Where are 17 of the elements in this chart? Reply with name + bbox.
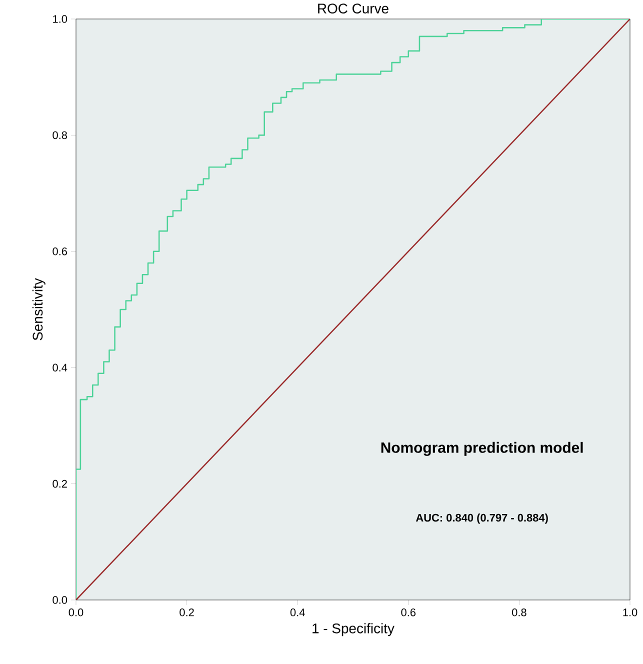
- chart-title: ROC Curve: [318, 4, 388, 14]
- y-axis-title: Sensitivity: [32, 278, 46, 340]
- x-tick-label: 1.0: [623, 608, 638, 616]
- x-tick-label: 0.8: [512, 608, 526, 616]
- y-tick-label: 1.0: [53, 15, 68, 23]
- x-tick-label: 0.2: [180, 608, 194, 616]
- y-tick-label: 0.2: [52, 480, 67, 488]
- x-tick-label: 0.6: [401, 608, 416, 616]
- y-tick-label: 0.0: [52, 596, 68, 604]
- x-tick-label: 0.0: [68, 608, 84, 616]
- y-tick-label: 0.6: [52, 248, 67, 256]
- annotation: Nomogram prediction model: [381, 442, 583, 456]
- annotation: AUC: 0.840 (0.797 - 0.884): [416, 514, 548, 524]
- y-tick-label: 0.8: [52, 131, 67, 140]
- x-tick-label: 0.4: [290, 608, 305, 616]
- y-tick-label: 0.4: [52, 364, 68, 372]
- x-axis-title: 1 - Specificity: [312, 623, 394, 636]
